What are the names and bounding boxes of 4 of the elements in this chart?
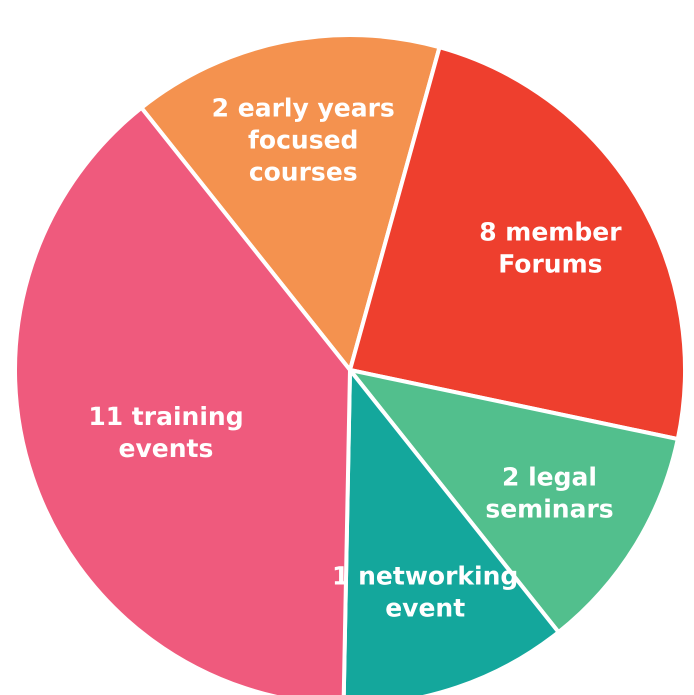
slice-label: 2 early years focused courses bbox=[212, 94, 395, 187]
slice-label: 11 training events bbox=[88, 402, 244, 463]
slice-label: 8 member Forums bbox=[479, 218, 622, 279]
slice-label: 2 legal seminars bbox=[485, 462, 614, 524]
